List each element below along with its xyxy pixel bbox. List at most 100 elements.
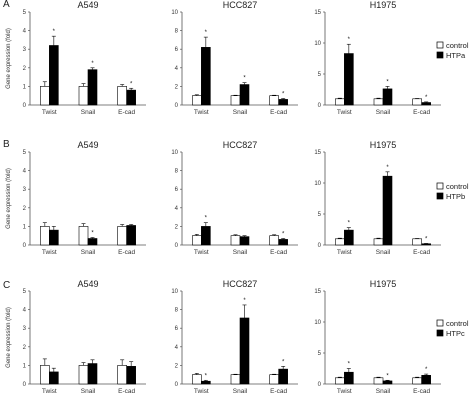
- legend-label-control-1: control: [446, 182, 469, 191]
- chart-r1c2-ytick-label-0: 0: [318, 243, 322, 249]
- chart-r1c2-title: H1975: [370, 140, 397, 150]
- chart-r0c0-bar-control-ecad: [117, 86, 127, 106]
- panel-letter-C: C: [3, 280, 10, 291]
- panel-letter-B: B: [3, 139, 10, 150]
- chart-r0c2-category-ecad: E-cad: [413, 109, 430, 116]
- chart-r0c0-ytick-label-2: 2: [23, 66, 27, 72]
- chart-r0c1-significance-2: *: [282, 91, 285, 97]
- chart-r0c1-category-twist: Twist: [194, 109, 209, 116]
- chart-r1c2-significance-2: *: [425, 236, 428, 242]
- chart-r0c0-ylabel: Gene expression (fold): [6, 28, 12, 89]
- chart-r2c0-ytick-label-3: 3: [23, 326, 27, 332]
- chart-r2c0-bar-control-snail: [78, 365, 89, 385]
- chart-r2c0-category-snail: Snail: [81, 388, 96, 395]
- chart-r1c1-bar-htpb-twist: [201, 226, 211, 246]
- chart-r1c1-bar-control-snail: [230, 235, 241, 246]
- chart-r0c2-ytick-label-10: 10: [314, 41, 321, 47]
- chart-r1c0-bar-control-ecad: [117, 226, 127, 246]
- chart-r1c1-ytick-label-0: 0: [175, 243, 179, 249]
- chart-r2c2-significance-0: *: [348, 362, 351, 368]
- chart-r0c0-bar-control-twist: [40, 86, 50, 106]
- chart-r2c2-title: H1975: [370, 279, 397, 289]
- legend-label-control-2: control: [446, 319, 469, 328]
- chart-r2c0-bar-htpc-twist: [49, 371, 59, 385]
- chart-r2c1-ytick-label-2: 2: [175, 363, 179, 369]
- chart-r0c2-bar-htpa-snail: [382, 88, 393, 106]
- chart-r2c2-bar-htpc-snail: [382, 380, 393, 385]
- chart-r2c0-bar-control-twist: [40, 365, 50, 385]
- chart-r0c2-bar-htpa-ecad: [421, 102, 431, 106]
- chart-r2c2-bar-htpc-ecad: [421, 375, 431, 385]
- chart-r2c0-category-ecad: E-cad: [118, 388, 135, 395]
- chart-r0c1-ytick-label-8: 8: [175, 29, 179, 35]
- chart-r0c2-bar-control-ecad: [412, 98, 422, 106]
- chart-r1c2-bar-htpb-twist: [344, 229, 354, 246]
- chart-r2c1-bar-control-snail: [230, 374, 241, 385]
- chart-r1c0-ytick-label-5: 5: [23, 150, 27, 156]
- chart-r0c1-ytick-label-2: 2: [175, 84, 179, 90]
- legend-swatch-htpc-2: [436, 329, 444, 337]
- chart-r1c2-category-snail: Snail: [376, 249, 391, 256]
- chart-r0c0-ytick-label-4: 4: [23, 29, 27, 35]
- chart-r2c1-significance-0: *: [205, 373, 208, 379]
- chart-r2c0-ytick-label-2: 2: [23, 345, 27, 351]
- chart-r2c1-ytick-label-10: 10: [171, 289, 178, 295]
- legend-swatch-htpb-1: [436, 192, 444, 200]
- chart-r1c0-bar-control-snail: [78, 226, 89, 246]
- chart-r0c1-bar-control-snail: [230, 95, 241, 106]
- chart-r2c1-bar-control-ecad: [269, 374, 279, 385]
- legend-label-htpb-1: HTPb: [446, 192, 465, 201]
- chart-r1c0-bar-htpb-ecad: [126, 225, 136, 246]
- chart-r2c2-category-twist: Twist: [337, 388, 352, 395]
- chart-r0c2-bar-htpa-twist: [344, 53, 354, 106]
- chart-r0c2-bar-control-snail: [373, 98, 384, 106]
- chart-r0c1-bar-control-twist: [192, 95, 202, 106]
- chart-r2c1-category-snail: Snail: [233, 388, 248, 395]
- chart-r0c2-ytick-label-0: 0: [318, 103, 322, 109]
- chart-r2c0-ytick-label-1: 1: [23, 363, 27, 369]
- chart-r0c0-category-snail: Snail: [81, 109, 96, 116]
- chart-r1c1-bar-htpb-ecad: [278, 239, 288, 246]
- chart-r0c1-ytick-label-10: 10: [171, 10, 178, 16]
- legend-swatch-control-1: [436, 182, 444, 190]
- chart-r2c2-significance-2: *: [425, 367, 428, 373]
- chart-r0c0-category-twist: Twist: [42, 109, 57, 116]
- chart-r0c0-bar-htpa-twist: [49, 45, 59, 106]
- chart-r0c2-bar-control-twist: [335, 98, 345, 106]
- chart-r1c2-ytick-label-10: 10: [314, 181, 321, 187]
- chart-r0c0-ytick-label-3: 3: [23, 47, 27, 53]
- chart-r0c1-category-snail: Snail: [233, 109, 248, 116]
- legend-label-htpa-0: HTPa: [446, 51, 466, 60]
- chart-r2c1-significance-2: *: [282, 359, 285, 365]
- chart-r1c0-bar-htpb-snail: [87, 238, 98, 246]
- chart-r1c1-significance-2: *: [282, 231, 285, 237]
- chart-r1c1-ytick-label-8: 8: [175, 169, 179, 175]
- chart-r2c0-bar-htpc-snail: [87, 363, 98, 385]
- chart-r0c2-significance-0: *: [348, 37, 351, 43]
- chart-r1c2-bar-htpb-ecad: [421, 243, 431, 246]
- chart-r2c1-bar-htpc-snail: [239, 317, 250, 385]
- chart-r1c2-significance-0: *: [348, 221, 351, 227]
- chart-r0c1-bar-htpa-twist: [201, 47, 211, 106]
- chart-r1c1-ytick-label-6: 6: [175, 187, 179, 193]
- chart-r1c1-title: HCC827: [223, 140, 258, 150]
- chart-r0c0-significance-0: *: [53, 29, 56, 35]
- chart-r1c0-ytick-label-1: 1: [23, 224, 27, 230]
- chart-r0c0-ytick-label-5: 5: [23, 10, 27, 16]
- chart-r0c1-ytick-label-4: 4: [175, 66, 179, 72]
- chart-r2c2-bar-control-snail: [373, 377, 384, 385]
- chart-r2c2-bar-control-twist: [335, 377, 345, 385]
- chart-r1c0-category-twist: Twist: [42, 249, 57, 256]
- legend-swatch-control-0: [436, 41, 444, 49]
- chart-r0c2-category-snail: Snail: [376, 109, 391, 116]
- chart-r2c2-bar-htpc-twist: [344, 371, 354, 385]
- chart-r1c2-ytick-label-15: 15: [314, 150, 321, 156]
- chart-r2c1-ytick-label-6: 6: [175, 326, 179, 332]
- chart-r0c0-bar-htpa-ecad: [126, 89, 136, 106]
- panel-letter-A: A: [3, 0, 10, 10]
- chart-r2c2-significance-1: *: [386, 373, 389, 379]
- chart-r0c0-ytick-label-0: 0: [23, 103, 27, 109]
- chart-r1c0-ytick-label-2: 2: [23, 206, 27, 212]
- chart-r2c2-category-snail: Snail: [376, 388, 391, 395]
